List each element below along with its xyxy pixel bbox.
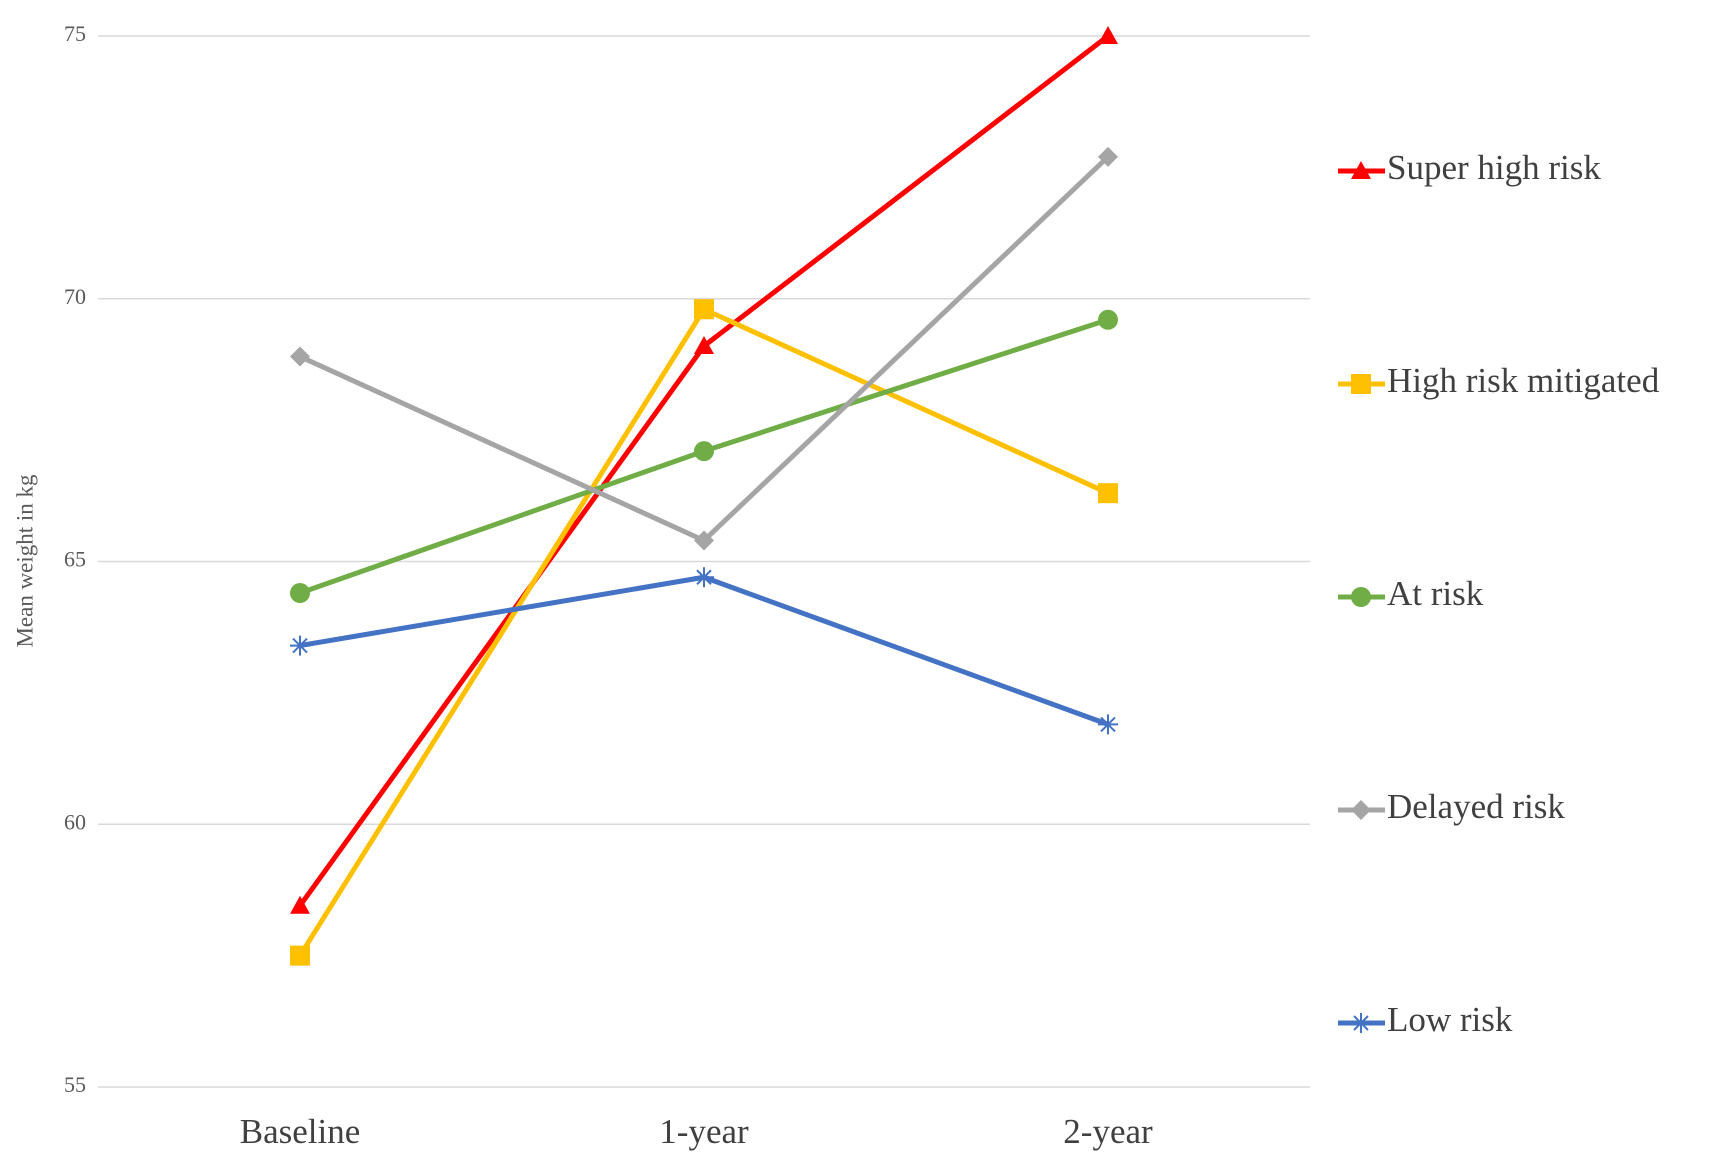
data-point bbox=[290, 635, 310, 656]
data-point bbox=[1098, 483, 1118, 504]
y-tick-label: 70 bbox=[64, 284, 86, 309]
legend-marker bbox=[1351, 800, 1371, 820]
y-axis-title: Mean weight in kg bbox=[12, 474, 37, 648]
data-point bbox=[694, 441, 714, 462]
data-point bbox=[694, 336, 714, 355]
y-tick-label: 55 bbox=[64, 1072, 86, 1097]
series-line bbox=[299, 574, 1109, 727]
series-line bbox=[297, 306, 1110, 957]
data-point bbox=[1098, 146, 1118, 167]
legend-marker bbox=[1351, 161, 1371, 179]
data-point bbox=[1098, 309, 1118, 330]
data-point bbox=[694, 299, 714, 320]
data-point bbox=[694, 530, 714, 551]
y-tick-label: 65 bbox=[64, 547, 86, 572]
legend-label: At risk bbox=[1387, 574, 1484, 613]
y-tick-label: 60 bbox=[64, 809, 86, 834]
x-tick-label: Baseline bbox=[240, 1112, 361, 1151]
legend-label: Super high risk bbox=[1387, 148, 1601, 187]
legend-marker bbox=[1351, 587, 1371, 607]
data-point bbox=[1098, 26, 1118, 44]
series-line bbox=[297, 34, 1110, 908]
legend-label: High risk mitigated bbox=[1387, 361, 1660, 400]
x-tick-label: 2-year bbox=[1063, 1112, 1153, 1151]
x-tick-label: 1-year bbox=[659, 1112, 749, 1151]
legend-marker bbox=[1351, 374, 1371, 394]
data-point bbox=[290, 346, 310, 367]
legend-marker bbox=[1351, 1013, 1371, 1033]
legend-label: Low risk bbox=[1387, 1000, 1513, 1039]
data-point bbox=[1098, 714, 1118, 735]
y-tick-label: 75 bbox=[64, 21, 86, 46]
legend-label: Delayed risk bbox=[1387, 787, 1565, 826]
data-point bbox=[290, 945, 310, 966]
data-point bbox=[694, 567, 714, 588]
data-point bbox=[290, 583, 310, 604]
data-point bbox=[290, 895, 310, 914]
